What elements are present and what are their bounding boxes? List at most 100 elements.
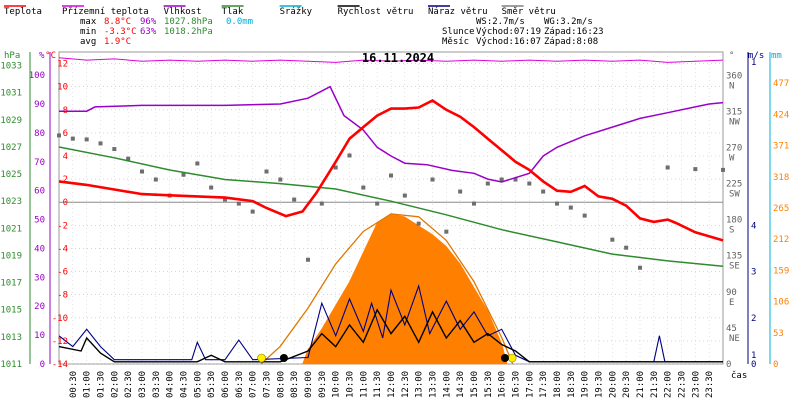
time-tick-label: 16:30 [512, 371, 522, 398]
wind-direction-dot [485, 181, 490, 186]
wind-direction-dot [278, 177, 283, 182]
wind-direction-dot [693, 167, 698, 172]
pct-axis-title: % [39, 51, 45, 61]
wind-direction-dot [430, 177, 435, 182]
temp-tick-label: 2 [63, 175, 68, 185]
hpa-tick-label: 1013 [0, 333, 22, 343]
wind-direction-dot [84, 137, 89, 142]
pct-tick-label: 70 [34, 158, 45, 168]
hpa-tick-label: 1023 [0, 197, 22, 207]
time-tick-label: 00:30 [69, 371, 79, 398]
sunset-info: Západ:16:23 [544, 27, 604, 37]
dir-tick-label: 180 [726, 216, 742, 226]
wind-direction-dot [140, 169, 144, 174]
wind-direction-dot [389, 173, 393, 178]
stats-humidity: 63% [140, 27, 157, 37]
time-tick-label: 21:00 [636, 371, 646, 398]
mm-tick-label: 424 [773, 110, 789, 120]
time-axis-title: čas [731, 370, 747, 381]
time-tick-label: 18:00 [553, 371, 563, 398]
time-tick-label: 10:00 [332, 371, 342, 398]
temp-tick-label: -12 [52, 337, 68, 347]
dir-tick-compass: N [729, 81, 734, 91]
wind-direction-dot [582, 213, 587, 218]
stats-label: avg [80, 37, 96, 47]
ms-tick-label: 1 [751, 58, 756, 68]
sunrise-info: Východ:07:19 [476, 27, 541, 37]
dir-tick-compass: SE [729, 262, 740, 272]
time-tick-label: 07:00 [249, 371, 259, 398]
moon-info-label: Měsíc [442, 37, 469, 47]
wind-direction-dot [347, 153, 352, 158]
stats-label: max [80, 17, 97, 27]
time-tick-label: 17:30 [539, 371, 549, 398]
temp-axis-title: °C [45, 51, 56, 61]
time-tick-label: 05:30 [207, 371, 217, 398]
wind-direction-dot [70, 136, 75, 141]
time-tick-label: 23:30 [705, 371, 715, 398]
time-tick-label: 14:00 [442, 371, 452, 398]
time-tick-label: 09:30 [318, 371, 328, 398]
time-tick-label: 01:00 [83, 371, 93, 398]
ms-tick-label: 4 [751, 221, 756, 231]
ms-tick-label: 2 [751, 314, 756, 324]
solar-theoretical-line [260, 213, 514, 365]
temp-tick-label: -2 [57, 221, 68, 231]
pct-tick-label: 60 [34, 187, 45, 197]
stats-pressure: 1027.8hPa [164, 17, 213, 27]
wind-direction-dot [223, 197, 227, 202]
time-tick-label: 15:30 [484, 371, 494, 398]
hpa-tick-label: 1011 [0, 360, 22, 370]
time-tick-label: 16:00 [498, 371, 508, 398]
wind-direction-dot [333, 165, 338, 170]
sun-sunset-marker [507, 353, 517, 363]
hpa-tick-label: 1033 [0, 62, 22, 72]
wind-direction-dot [513, 177, 518, 182]
time-tick-label: 07:30 [263, 371, 273, 398]
dir-tick-label: 225 [726, 180, 742, 190]
mm-axis-title: mm [771, 51, 782, 61]
stats-temp: 1.9°C [104, 37, 131, 47]
time-tick-label: 17:00 [525, 371, 535, 398]
ground-temperature-line [58, 57, 724, 63]
moonset-info: Západ:8:08 [544, 37, 598, 47]
wind-direction-dot [236, 201, 241, 206]
moonrise-info: Východ:16:07 [476, 37, 541, 47]
time-tick-label: 22:00 [664, 371, 674, 398]
time-tick-label: 20:30 [622, 371, 632, 398]
dir-tick-label: 45 [726, 324, 737, 334]
pct-tick-label: 40 [34, 244, 45, 254]
time-tick-label: 19:30 [595, 371, 605, 398]
wind-speed-info: WS:2.7m/s [476, 17, 525, 27]
pct-tick-label: 30 [34, 273, 45, 283]
wind-direction-dot [444, 229, 449, 234]
wind-direction-dot [306, 257, 310, 262]
hpa-tick-label: 1025 [0, 170, 22, 180]
stats-pressure: 1018.2hPa [164, 27, 213, 37]
temp-tick-label: 10 [57, 83, 68, 93]
ms-tick-label: 0 [751, 360, 756, 370]
dir-tick-label: 270 [726, 143, 742, 153]
temp-tick-label: -6 [57, 268, 68, 278]
wind-gust-line [58, 283, 723, 363]
stats-humidity: 96% [140, 17, 157, 27]
wind-direction-dot [153, 177, 158, 182]
mm-tick-label: 212 [773, 235, 789, 245]
stats-rain: 0.0mm [226, 17, 253, 27]
moon-moonset-marker [279, 354, 288, 362]
hpa-axis-title: hPa [4, 51, 20, 61]
hpa-tick-label: 1031 [0, 89, 22, 99]
time-tick-label: 14:30 [456, 371, 466, 398]
time-tick-label: 09:00 [304, 371, 314, 398]
pct-tick-label: 100 [29, 71, 45, 81]
wind-direction-dot [541, 189, 546, 194]
time-tick-label: 10:30 [346, 371, 356, 398]
dir-tick-compass: NE [729, 334, 740, 344]
wind-direction-dot [375, 201, 380, 206]
wind-direction-dot [264, 169, 269, 174]
humidity-line [59, 85, 724, 183]
legend-label: Vlhkost [164, 7, 202, 17]
time-tick-label: 02:30 [124, 371, 134, 398]
wind-gust-info: WG:3.2m/s [544, 17, 593, 27]
moon-moonrise-marker [500, 354, 509, 362]
